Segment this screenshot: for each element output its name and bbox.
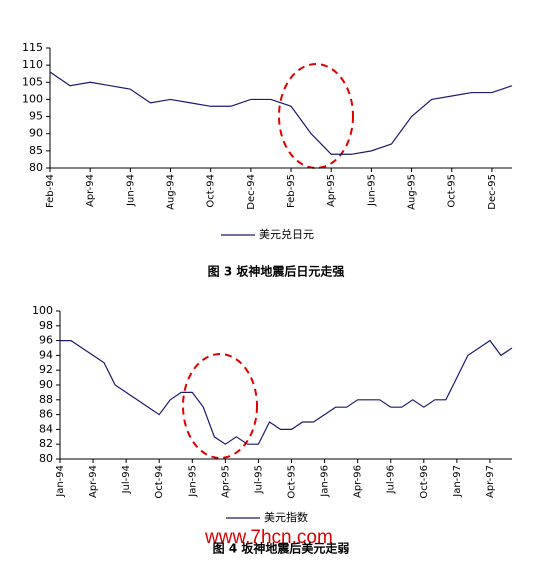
y-tick-label: 98 — [39, 319, 53, 332]
x-tick-label: Feb-94 — [45, 174, 56, 208]
y-tick-label: 90 — [39, 378, 53, 391]
x-tick-label: Oct-96 — [419, 465, 430, 499]
legend-label: 美元兑日元 — [259, 227, 314, 241]
x-tick-label: Jul-95 — [253, 465, 264, 494]
y-tick-label: 82 — [39, 437, 53, 450]
chart-caption: 图 4 坂神地震后美元走弱 — [213, 541, 350, 556]
x-tick-label: Apr-95 — [326, 174, 337, 207]
highlight-ellipse — [182, 353, 258, 459]
highlight-ellipse — [278, 63, 354, 169]
legend-label: 美元指数 — [264, 510, 308, 524]
y-tick-label: 105 — [22, 75, 43, 88]
y-tick-label: 100 — [32, 304, 53, 317]
x-tick-label: Jul-94 — [121, 465, 132, 494]
x-tick-label: Feb-95 — [286, 174, 297, 208]
y-tick-label: 90 — [29, 127, 43, 140]
y-tick-label: 100 — [22, 92, 43, 105]
x-tick-label: Jun-94 — [125, 174, 136, 207]
y-tick-label: 80 — [29, 161, 43, 174]
y-tick-label: 115 — [22, 41, 43, 54]
y-tick-label: 85 — [29, 144, 43, 157]
x-tick-label: Apr-94 — [85, 174, 96, 207]
y-tick-label: 95 — [29, 110, 43, 123]
x-tick-label: Dec-95 — [487, 174, 498, 210]
x-tick-label: Aug-95 — [407, 174, 418, 210]
x-tick-label: Apr-94 — [88, 465, 99, 498]
x-tick-label: Jul-96 — [386, 465, 397, 494]
y-tick-label: 96 — [39, 334, 53, 347]
x-tick-label: Apr-95 — [220, 465, 231, 498]
x-tick-label: Jun-95 — [366, 174, 377, 207]
watermark: www.7hcn.com — [204, 527, 333, 548]
x-tick-label: Jan-96 — [320, 465, 331, 498]
y-tick-label: 92 — [39, 363, 53, 376]
x-tick-label: Jan-95 — [187, 465, 198, 498]
x-tick-label: Oct-94 — [154, 465, 165, 499]
y-tick-label: 86 — [39, 408, 53, 421]
data-line — [60, 339, 513, 445]
y-tick-label: 88 — [39, 393, 53, 406]
x-tick-label: Apr-97 — [485, 465, 496, 498]
x-tick-label: Oct-94 — [206, 174, 217, 208]
y-tick-label: 84 — [39, 422, 53, 435]
y-tick-label: 94 — [39, 348, 53, 361]
x-tick-label: Dec-94 — [246, 174, 257, 210]
x-tick-label: Jan-94 — [55, 465, 66, 498]
data-line — [49, 71, 513, 155]
x-tick-label: Jan-97 — [452, 465, 463, 498]
x-tick-label: Oct-95 — [447, 174, 458, 208]
x-tick-label: Oct-95 — [287, 465, 298, 499]
x-tick-label: Aug-94 — [166, 174, 177, 210]
x-tick-label: Apr-96 — [353, 465, 364, 498]
y-tick-label: 80 — [39, 452, 53, 465]
chart-caption: 图 3 坂神地震后日元走强 — [208, 264, 345, 279]
y-tick-label: 110 — [22, 58, 43, 71]
